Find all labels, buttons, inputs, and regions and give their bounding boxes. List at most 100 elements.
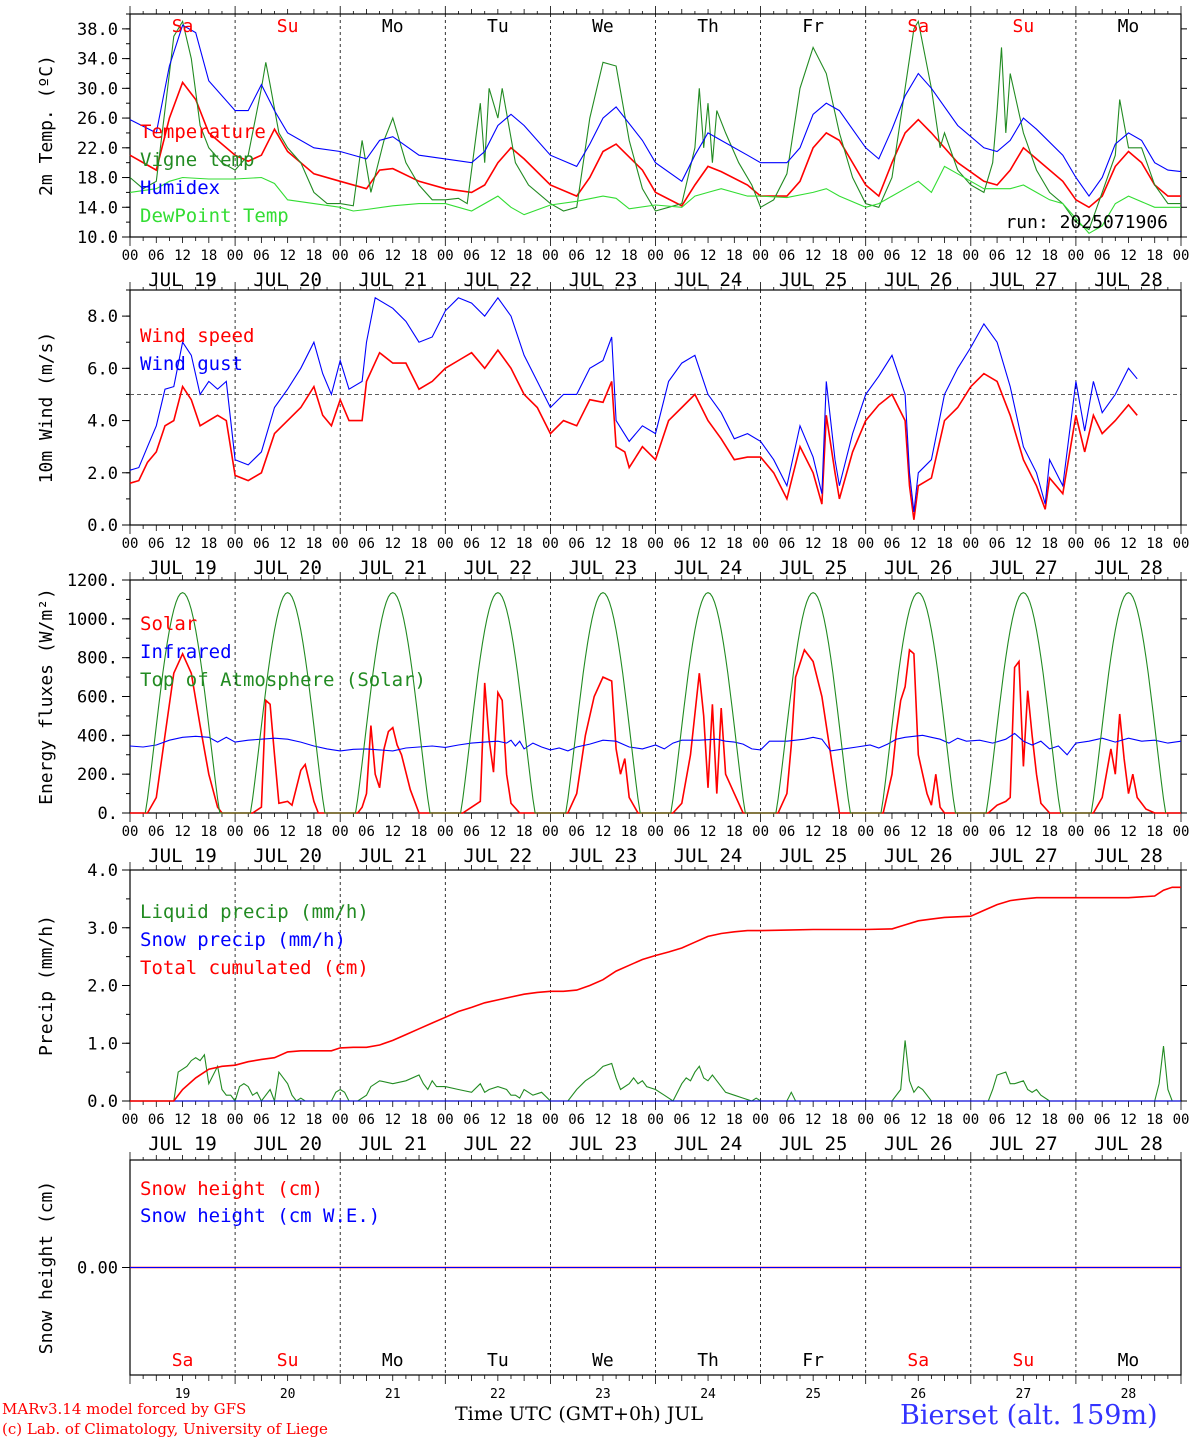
hour-tick-label: 00 (962, 248, 979, 264)
hour-tick-label: 18 (411, 1112, 428, 1128)
hour-tick-label: 06 (358, 824, 375, 840)
date-label: JUL 22 (464, 845, 533, 867)
hour-tick-label: 18 (411, 536, 428, 552)
hour-tick-label: 00 (122, 824, 139, 840)
date-label: JUL 27 (989, 557, 1058, 579)
hour-tick-label: 18 (1041, 536, 1058, 552)
hour-tick-label: 06 (568, 824, 585, 840)
legend-entry: Infrared (140, 641, 232, 663)
y-tick-label: 0.0 (87, 516, 118, 536)
hour-tick-label: 00 (1173, 536, 1190, 552)
series-liquid-precip-mm-h (130, 1040, 1181, 1104)
hour-tick-label: 12 (910, 248, 927, 264)
date-label: JUL 24 (674, 269, 743, 291)
y-tick-label: 4.0 (87, 861, 118, 881)
series-infrared (129, 732, 1182, 756)
hour-tick-label: 12 (805, 248, 822, 264)
date-label: JUL 21 (358, 557, 427, 579)
hour-tick-label: 18 (726, 1112, 743, 1128)
date-label: JUL 25 (779, 557, 848, 579)
legend-entry: Total cumulated (cm) (140, 957, 369, 979)
date-label: JUL 25 (779, 269, 848, 291)
day-number-label: 27 (1016, 1387, 1032, 1402)
date-label: JUL 20 (253, 845, 322, 867)
hour-tick-label: 00 (437, 824, 454, 840)
date-label: JUL 24 (674, 557, 743, 579)
y-tick-label: 200. (77, 765, 118, 785)
hour-tick-label: 06 (673, 1112, 690, 1128)
y-tick-label: 18.0 (77, 169, 118, 189)
date-label: JUL 27 (989, 1133, 1058, 1155)
hour-tick-label: 06 (778, 1112, 795, 1128)
day-number-label: 19 (175, 1387, 191, 1402)
legend-entry: Snow height (cm W.E.) (140, 1205, 380, 1227)
hour-tick-label: 00 (437, 536, 454, 552)
y-tick-label: 6.0 (87, 359, 118, 379)
y-tick-label: 4.0 (87, 412, 118, 432)
hour-tick-label: 12 (489, 536, 506, 552)
hour-tick-label: 12 (595, 1112, 612, 1128)
date-label: JUL 26 (884, 557, 953, 579)
date-label: JUL 28 (1094, 269, 1163, 291)
legend-entry: Snow precip (mm/h) (140, 929, 346, 951)
date-label: JUL 25 (779, 845, 848, 867)
date-label: JUL 21 (358, 845, 427, 867)
hour-tick-label: 06 (673, 248, 690, 264)
hour-tick-label: 06 (148, 1112, 165, 1128)
hour-tick-label: 18 (936, 824, 953, 840)
y-axis-label: Precip (mm/h) (36, 915, 57, 1056)
y-tick-label: 1200. (67, 571, 118, 591)
day-number-label: 21 (385, 1387, 401, 1402)
weekday-label: Mo (382, 1350, 404, 1371)
date-label: JUL 20 (253, 269, 322, 291)
y-tick-label: 2.0 (87, 464, 118, 484)
hour-tick-label: 12 (700, 824, 717, 840)
hour-tick-label: 00 (542, 536, 559, 552)
date-label: JUL 24 (674, 1133, 743, 1155)
date-label: JUL 28 (1094, 557, 1163, 579)
hour-tick-label: 00 (1067, 248, 1084, 264)
hour-tick-label: 06 (673, 824, 690, 840)
date-label: JUL 28 (1094, 1133, 1163, 1155)
hour-tick-label: 12 (384, 824, 401, 840)
hour-tick-label: 00 (752, 824, 769, 840)
hour-tick-label: 18 (831, 536, 848, 552)
date-label: JUL 22 (464, 557, 533, 579)
weekday-label: Tu (487, 16, 509, 37)
time-axis-label: Time UTC (GMT+0h) JUL (455, 1403, 703, 1425)
hour-tick-label: 12 (174, 824, 191, 840)
hour-tick-label: 12 (279, 536, 296, 552)
legend-entry: Temperature (140, 121, 266, 143)
date-label: JUL 20 (253, 557, 322, 579)
legend-entry: Vigne temp (140, 149, 254, 171)
hour-tick-label: 18 (411, 248, 428, 264)
series-dewpoint-temp (129, 165, 1181, 234)
hour-tick-label: 18 (516, 248, 533, 264)
hour-tick-label: 12 (910, 536, 927, 552)
hour-tick-label: 00 (962, 536, 979, 552)
hour-tick-label: 12 (279, 1112, 296, 1128)
hour-tick-label: 18 (936, 536, 953, 552)
weekday-label: Mo (382, 16, 404, 37)
date-label: JUL 24 (674, 845, 743, 867)
weekday-label: Su (277, 16, 299, 37)
hour-tick-label: 06 (568, 536, 585, 552)
hour-tick-label: 00 (227, 1112, 244, 1128)
hour-tick-label: 18 (305, 536, 322, 552)
hour-tick-label: 12 (700, 1112, 717, 1128)
series-wind-gust (129, 296, 1138, 512)
hour-tick-label: 18 (621, 824, 638, 840)
hour-tick-label: 18 (621, 1112, 638, 1128)
legend-entry: Snow height (cm) (140, 1178, 323, 1200)
hour-tick-label: 06 (253, 248, 270, 264)
hour-tick-label: 06 (253, 536, 270, 552)
weekday-label: Su (277, 1350, 299, 1371)
hour-tick-label: 12 (1120, 1112, 1137, 1128)
hour-tick-label: 06 (358, 248, 375, 264)
hour-tick-label: 06 (253, 824, 270, 840)
day-number-label: 25 (805, 1387, 821, 1402)
hour-tick-label: 06 (148, 824, 165, 840)
hour-tick-label: 12 (700, 248, 717, 264)
hour-tick-label: 06 (989, 248, 1006, 264)
y-tick-label: 3.0 (87, 919, 118, 939)
